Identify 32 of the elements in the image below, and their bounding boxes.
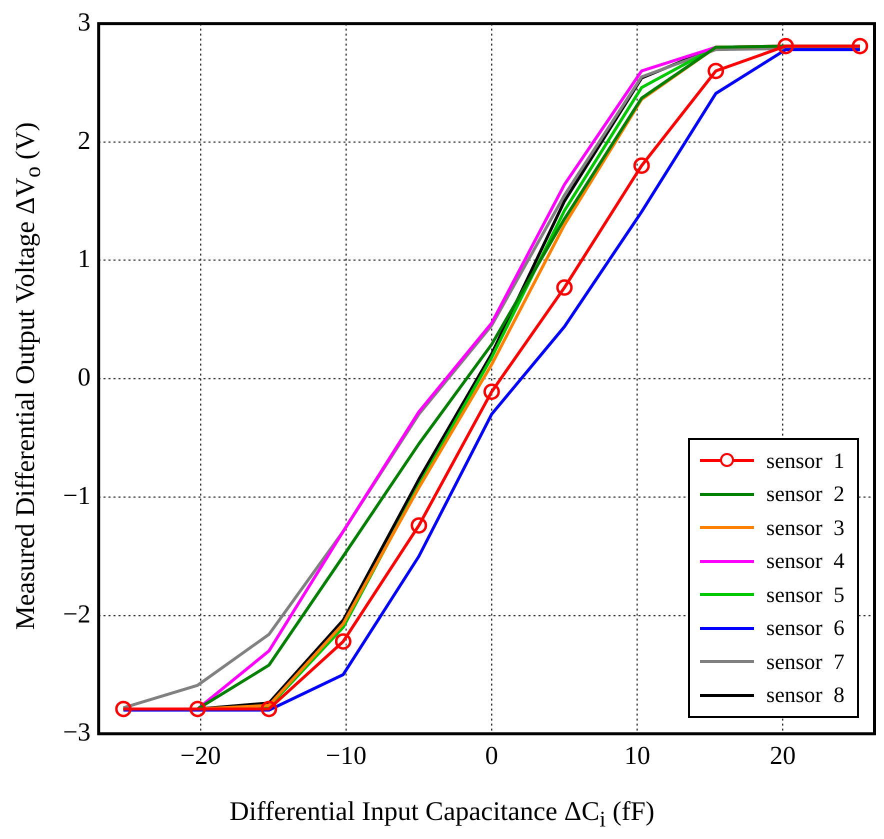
legend-label: sensor 6 [766, 615, 844, 642]
x-tick-label: −10 [326, 741, 366, 770]
point [334, 633, 352, 650]
x-tick-label: 20 [770, 741, 796, 770]
legend-label: sensor 7 [766, 648, 844, 675]
point [189, 700, 206, 718]
legend-label: sensor 1 [766, 448, 844, 474]
point [260, 700, 278, 718]
y-tick-label: 1 [78, 244, 91, 274]
point [708, 62, 724, 80]
legend-label: sensor 4 [766, 548, 844, 574]
legend-label: sensor 5 [766, 582, 844, 608]
y-tick-label: 3 [78, 7, 91, 36]
point [115, 700, 132, 718]
point [556, 279, 573, 296]
legend-label: sensor 3 [766, 514, 844, 541]
x-tick-label: 10 [624, 741, 650, 770]
y-tick-label: −2 [62, 599, 91, 628]
x-tick-label: 0 [485, 741, 498, 770]
legend-label: sensor 8 [766, 682, 844, 708]
point [633, 157, 650, 174]
x-tick-label: −20 [180, 741, 221, 770]
y-tick-label: −1 [62, 480, 91, 510]
legend-label: sensor 2 [766, 481, 844, 508]
y-tick-label: 2 [78, 126, 91, 155]
point [483, 383, 500, 400]
y-tick-label: 0 [78, 362, 91, 392]
x-axis-title: Differential Input Capacitance ΔC$_{i}$ (fF) [228, 796, 656, 832]
point [410, 517, 428, 534]
point [777, 38, 794, 54]
y-tick-label: −3 [62, 718, 91, 747]
point [852, 38, 868, 54]
